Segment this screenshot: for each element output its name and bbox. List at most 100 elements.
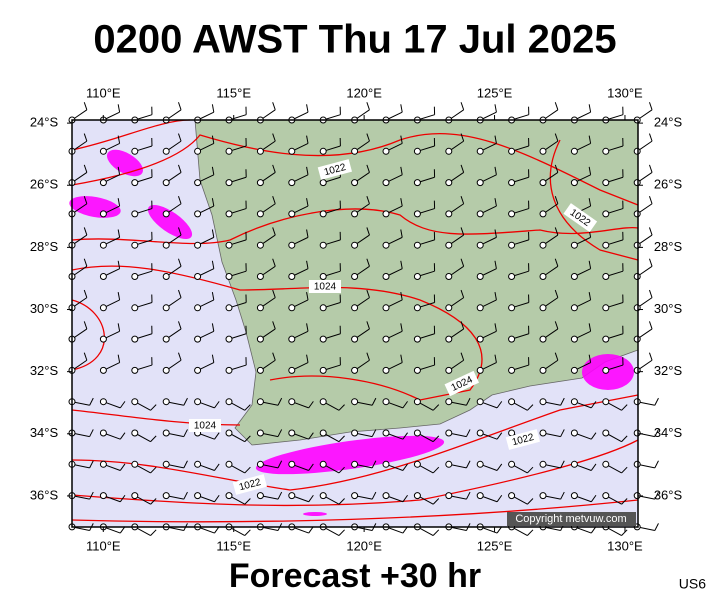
- barb-feather: [460, 321, 465, 330]
- barb-station: [225, 335, 233, 343]
- barb-station: [256, 210, 264, 218]
- barb-feather: [119, 463, 126, 471]
- barb-feather: [400, 166, 403, 175]
- barb-feather: [366, 352, 370, 361]
- barb-feather: [460, 352, 465, 361]
- barb-feather: [119, 432, 126, 440]
- barb-feather: [494, 260, 497, 269]
- copyright: Copyright metvuw.com: [515, 513, 626, 525]
- barb-station: [413, 460, 421, 468]
- barb-station: [508, 335, 516, 343]
- x-tick-label: 115°E: [216, 538, 251, 553]
- barb-station: [602, 210, 610, 218]
- isobar-label: 1024: [314, 282, 337, 293]
- barb-feather: [214, 494, 220, 503]
- barb-feather: [648, 102, 653, 110]
- barb-feather: [400, 292, 403, 301]
- barb-station: [476, 304, 484, 312]
- barb-feather: [621, 466, 628, 474]
- barb-station: [99, 429, 107, 437]
- barb-station: [508, 304, 516, 312]
- barb-station: [508, 210, 516, 218]
- barb-feather: [496, 494, 503, 503]
- barb-station: [445, 429, 453, 437]
- barb-station: [351, 429, 359, 437]
- barb-feather: [621, 498, 628, 505]
- barb-station: [319, 273, 327, 280]
- barb-station: [413, 147, 421, 155]
- barb-station: [288, 241, 296, 249]
- barb-feather: [400, 104, 403, 113]
- barb-station: [225, 241, 233, 249]
- barb-station: [351, 273, 359, 280]
- barb-station: [225, 366, 233, 374]
- barb-station: [319, 492, 327, 500]
- barb-station: [288, 273, 296, 280]
- barb-station: [476, 241, 484, 249]
- barb-station: [288, 398, 296, 406]
- label-box: [444, 370, 480, 397]
- barb-station: [225, 304, 233, 312]
- barb-station: [131, 460, 139, 468]
- barb-feather: [648, 133, 653, 142]
- barb-station: [256, 460, 264, 468]
- barb-station: [382, 210, 390, 218]
- barb-feather: [432, 529, 440, 536]
- barb-station: [570, 179, 578, 187]
- barb-feather: [494, 229, 497, 238]
- barb-feather: [432, 466, 440, 474]
- barb-feather: [183, 491, 188, 500]
- barb-feather: [648, 164, 653, 173]
- barb-station: [382, 304, 390, 312]
- barb-station: [256, 366, 264, 374]
- barb-station: [382, 398, 390, 406]
- y-tick-label: 36°S: [654, 487, 683, 502]
- barb-station: [413, 273, 421, 280]
- barb-feather: [83, 289, 88, 298]
- x-tick-label: 130°E: [607, 85, 643, 100]
- barb-station: [508, 147, 516, 155]
- barb-station: [476, 429, 484, 437]
- barb-feather: [588, 166, 592, 175]
- barb-feather: [654, 523, 659, 531]
- barb-station: [162, 241, 170, 249]
- barb-feather: [366, 102, 370, 110]
- barb-station: [508, 460, 516, 468]
- isobars: [71, 119, 639, 523]
- barb-feather: [177, 258, 182, 267]
- barb-station: [351, 304, 359, 312]
- barb-station: [570, 304, 578, 312]
- barb-station: [539, 460, 547, 468]
- barb-feather: [494, 354, 497, 363]
- barb-station: [256, 335, 264, 343]
- barb-station: [508, 241, 516, 249]
- barb-station: [508, 179, 516, 187]
- x-tick-label: 120°E: [346, 85, 382, 100]
- x-tick-label: 130°E: [607, 538, 643, 553]
- barb-feather: [211, 323, 215, 332]
- barb-station: [194, 366, 202, 374]
- barb-feather: [460, 196, 465, 204]
- barb-feather: [214, 432, 220, 440]
- y-tick-label: 32°S: [654, 363, 683, 378]
- copyright-box: [507, 512, 636, 526]
- barb-station: [570, 147, 578, 155]
- barb-feather: [621, 435, 628, 442]
- barb-feather: [83, 196, 88, 204]
- barb-station: [351, 492, 359, 500]
- barb-station: [413, 304, 421, 312]
- barb-feather: [117, 229, 121, 238]
- barb-station: [413, 398, 421, 406]
- barb-station: [570, 366, 578, 374]
- barb-station: [194, 147, 202, 155]
- barb-feather: [272, 352, 276, 361]
- barb-feather: [83, 352, 88, 361]
- barb-station: [413, 179, 421, 187]
- barb-station: [413, 492, 421, 500]
- barb-feather: [211, 104, 215, 113]
- barb-feather: [183, 460, 188, 469]
- x-tick-label: 110°E: [86, 85, 121, 100]
- barb-station: [633, 179, 641, 187]
- label-box: [563, 203, 598, 233]
